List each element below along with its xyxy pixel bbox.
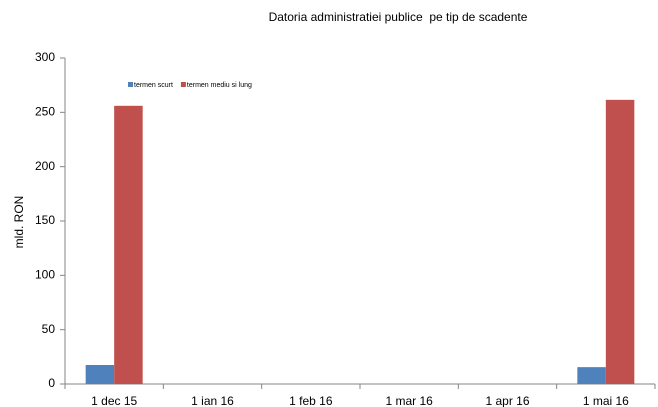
legend-swatch	[180, 82, 186, 87]
x-tick-label: 1 apr 16	[485, 394, 529, 407]
y-tick-label: 250	[35, 105, 55, 119]
y-tick-label: 150	[35, 213, 55, 227]
bar	[605, 99, 635, 384]
x-tick-label: 1 feb 16	[289, 394, 333, 407]
bar	[85, 364, 115, 384]
x-tick-label: 1 mar 16	[385, 394, 433, 407]
chart-title: Datoria administratiei publice pe tip de…	[269, 10, 528, 24]
bar	[114, 105, 143, 385]
y-tick-label: 300	[35, 50, 55, 64]
x-tick-label: 1 ian 16	[191, 394, 234, 407]
legend-label: termen scurt	[134, 82, 173, 89]
y-tick-label: 0	[48, 376, 55, 390]
legend-label: termen mediu si lung	[187, 82, 252, 89]
x-tick-label: 1 dec 15	[91, 394, 137, 407]
y-tick-label: 100	[35, 268, 55, 282]
x-tick-label: 1 mai 16	[583, 394, 629, 407]
y-axis-label: mld. RON	[12, 196, 26, 249]
y-tick-label: 200	[35, 159, 55, 173]
bar	[577, 367, 606, 384]
legend-swatch	[128, 82, 133, 87]
y-tick-label: 50	[42, 322, 56, 336]
